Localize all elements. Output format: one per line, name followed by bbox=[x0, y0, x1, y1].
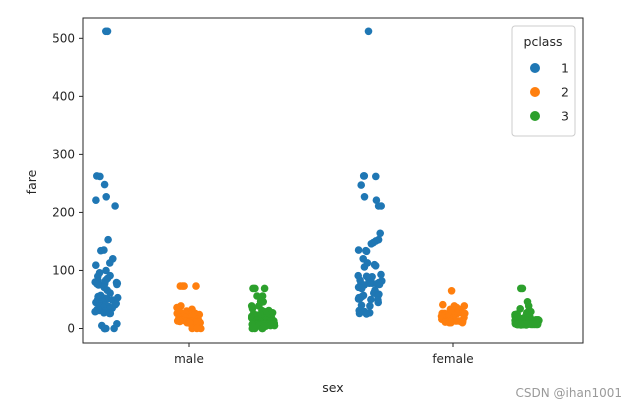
data-point-pclass-1-female bbox=[372, 196, 381, 204]
data-point-pclass-1-female bbox=[374, 298, 383, 307]
data-point-pclass-1-male bbox=[92, 261, 100, 270]
data-point-pclass-3-male bbox=[258, 324, 267, 333]
data-point-pclass-1-female bbox=[375, 280, 384, 289]
data-point-pclass-1-male bbox=[96, 172, 104, 181]
data-point-pclass-1-male bbox=[110, 324, 118, 333]
data-point-pclass-1-female bbox=[376, 229, 385, 238]
data-point-pclass-1-female bbox=[354, 295, 363, 303]
data-point-pclass-2-female bbox=[447, 287, 456, 295]
data-point-pclass-1-female bbox=[367, 240, 376, 248]
data-point-pclass-3-female bbox=[517, 321, 525, 329]
data-point-pclass-1-female bbox=[364, 27, 373, 36]
data-point-pclass-1-female bbox=[354, 246, 363, 254]
legend-title: pclass bbox=[524, 34, 563, 49]
data-point-pclass-1-male bbox=[106, 289, 114, 297]
data-point-pclass-1-female bbox=[362, 247, 371, 256]
data-point-pclass-1-male bbox=[100, 309, 108, 317]
y-tick-label: 400 bbox=[52, 89, 75, 103]
x-axis-label: sex bbox=[322, 380, 343, 395]
data-point-pclass-1-female bbox=[371, 262, 380, 270]
y-tick-label: 100 bbox=[52, 263, 75, 277]
data-point-pclass-1-male bbox=[97, 246, 105, 255]
data-point-pclass-3-female bbox=[522, 321, 530, 329]
data-point-pclass-1-female bbox=[377, 202, 386, 210]
data-point-pclass-2-female bbox=[447, 318, 455, 327]
y-axis-label: fare bbox=[24, 169, 39, 194]
y-tick-label: 0 bbox=[67, 321, 75, 335]
data-point-pclass-1-male bbox=[111, 202, 119, 210]
data-point-pclass-1-male bbox=[105, 309, 114, 318]
data-point-pclass-1-female bbox=[367, 295, 375, 304]
data-point-pclass-2-male bbox=[176, 317, 184, 326]
legend-label-pclass-1: 1 bbox=[561, 61, 569, 76]
data-point-pclass-3-female bbox=[517, 284, 525, 293]
y-tick-label: 500 bbox=[52, 31, 75, 45]
data-point-pclass-3-male bbox=[251, 284, 259, 293]
data-point-pclass-1-male bbox=[100, 180, 109, 189]
data-point-pclass-1-female bbox=[362, 310, 371, 318]
y-tick-label: 200 bbox=[52, 205, 75, 219]
axes-frame bbox=[82, 17, 584, 344]
y-axis: 0 100 200 300 400 500 bbox=[52, 31, 83, 335]
legend-marker-pclass-3 bbox=[530, 111, 540, 121]
x-tick-label: female bbox=[432, 352, 473, 366]
data-point-pclass-1-female bbox=[366, 302, 374, 310]
data-point-pclass-2-male bbox=[176, 282, 185, 290]
data-point-pclass-2-female bbox=[439, 300, 447, 309]
data-point-pclass-1-male bbox=[91, 307, 99, 316]
data-point-pclass-1-female bbox=[355, 309, 364, 318]
legend-marker-pclass-1 bbox=[530, 63, 540, 73]
data-point-pclass-2-female bbox=[458, 318, 467, 327]
data-point-pclass-2-male bbox=[193, 324, 201, 333]
data-point-pclass-1-male bbox=[101, 324, 109, 333]
watermark: CSDN @ihan1001 bbox=[515, 386, 622, 400]
data-point-pclass-2-male bbox=[192, 282, 200, 290]
y-tick-label: 300 bbox=[52, 147, 75, 161]
data-point-pclass-3-female bbox=[529, 320, 537, 329]
x-tick-label: male bbox=[174, 352, 204, 366]
data-point-pclass-1-male bbox=[92, 196, 100, 204]
data-point-pclass-3-male bbox=[260, 284, 269, 293]
legend-label-pclass-2: 2 bbox=[561, 85, 569, 100]
data-point-pclass-2-male bbox=[195, 318, 203, 327]
data-point-pclass-1-female bbox=[359, 172, 368, 180]
data-points-layer bbox=[91, 27, 543, 333]
data-point-pclass-1-male bbox=[102, 193, 110, 201]
data-point-pclass-1-female bbox=[360, 263, 369, 271]
x-axis: male female bbox=[174, 343, 474, 366]
data-point-pclass-3-male bbox=[251, 324, 259, 333]
data-point-pclass-1-female bbox=[357, 284, 366, 293]
data-point-pclass-1-female bbox=[372, 172, 380, 181]
data-point-pclass-1-female bbox=[377, 270, 385, 279]
legend-marker-pclass-2 bbox=[530, 87, 540, 97]
legend-frame bbox=[511, 25, 576, 137]
data-point-pclass-1-male bbox=[113, 280, 121, 289]
data-point-pclass-1-male bbox=[102, 266, 110, 275]
data-point-pclass-1-male bbox=[103, 27, 112, 36]
legend: pclass 1 2 3 bbox=[511, 25, 576, 137]
data-point-pclass-1-female bbox=[357, 181, 366, 189]
data-point-pclass-1-female bbox=[360, 193, 369, 201]
data-point-pclass-1-male bbox=[106, 259, 114, 267]
data-point-pclass-1-male bbox=[104, 235, 112, 244]
legend-label-pclass-3: 3 bbox=[561, 109, 569, 124]
